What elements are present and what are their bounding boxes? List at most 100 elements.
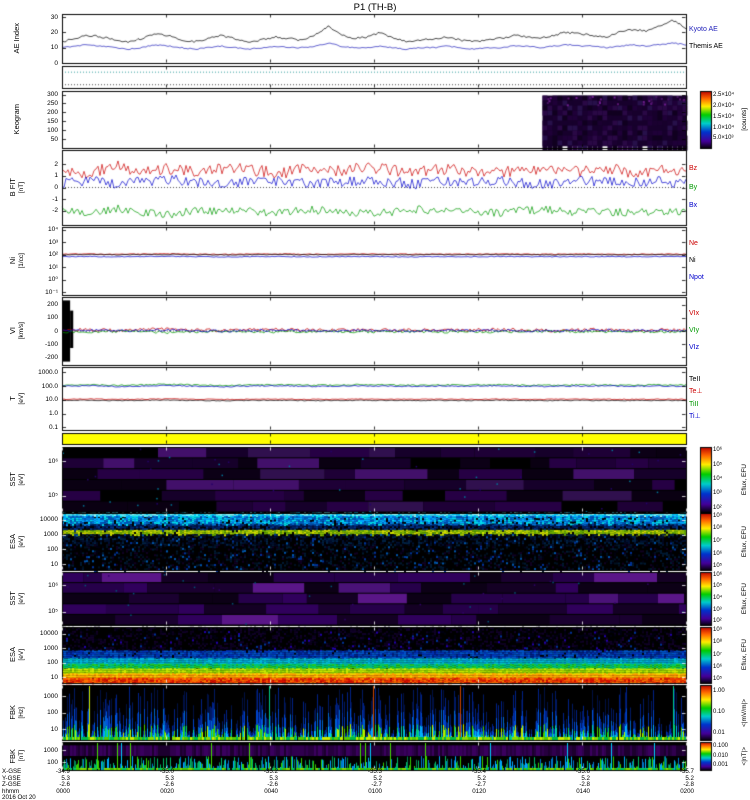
- colorbar-unit-label: Eflux, EFU: [740, 513, 749, 570]
- y-tick-label: 100: [47, 126, 58, 134]
- y-tick-label: 300: [47, 91, 58, 99]
- ephemeris-value: 5.2: [477, 775, 486, 782]
- legend-themis-ae: Themis AE: [689, 42, 723, 50]
- ephemeris-value: 5.2: [685, 775, 694, 782]
- y-tick-label: 200: [47, 301, 58, 309]
- y-tick-label: 1: [54, 172, 58, 180]
- colorbar-unit-label: [counts]: [740, 91, 749, 148]
- ephemeris-row-label-zgse: Z-GSE: [2, 781, 21, 788]
- ylabel-text: T: [7, 396, 17, 401]
- y-tick-label: -100: [44, 340, 58, 348]
- ephemeris-value: 0100: [368, 788, 382, 795]
- y-tick-label: 100: [47, 659, 58, 667]
- y-tick-label: 100: [47, 758, 58, 766]
- legend-npot: Npot: [689, 274, 704, 281]
- colorbar-unit-label: Eflux, EFU: [740, 627, 749, 683]
- colorbar-tick-label: 10³: [713, 606, 722, 613]
- y-tick-label: 100: [47, 709, 58, 716]
- ephemeris-value: 5.3: [61, 775, 70, 782]
- y-tick-label: 100: [47, 545, 58, 553]
- colorbar-unit-label: <|mV/m|>: [740, 685, 749, 740]
- colorbar-unit-text: Eflux, EFU: [741, 463, 748, 496]
- ephemeris-value: 0040: [264, 788, 278, 795]
- ephemeris-row-label-hhmm: hhmm: [2, 788, 20, 795]
- legend-bx: Bx: [689, 202, 698, 210]
- y-tick-label: 10⁻¹: [45, 288, 58, 296]
- y-tick-label: 250: [47, 99, 58, 107]
- legend-te: Te⊥: [689, 388, 703, 396]
- y-tick-label: 10⁶: [48, 457, 58, 465]
- panel-ylabel-fbk: FBK [nT]: [3, 742, 29, 770]
- ylabel-text: B FIT: [7, 178, 17, 197]
- colorbar-tick-label: 10⁵: [713, 676, 723, 683]
- legend-bz: Bz: [689, 164, 698, 172]
- ephemeris-value: -2.7: [371, 781, 382, 788]
- y-tick-label: 10¹: [48, 263, 58, 271]
- colorbar-tick-label: 10⁵: [713, 583, 723, 590]
- y-tick-label: 0: [54, 184, 58, 191]
- ephemeris-value: -35.0: [159, 768, 174, 775]
- colorbar-tick-label: 10⁸: [713, 639, 723, 646]
- panel-ylabel-fbk: FBK [Hz]: [3, 685, 29, 740]
- ylabel-text: FBK: [7, 748, 17, 764]
- colorbar-unit-text: [counts]: [741, 108, 748, 131]
- y-tick-label: 10: [50, 673, 58, 681]
- y-tick-label: 1000: [43, 692, 58, 700]
- ylabel-unit-text: [nT]: [17, 750, 25, 762]
- colorbar-tick-label: 0.01: [713, 729, 725, 736]
- y-tick-label: 100.0: [41, 382, 58, 390]
- y-tick-label: 100: [47, 314, 58, 322]
- ephemeris-row-label-xgse: X-GSE: [2, 768, 22, 775]
- ephemeris-value: 5.3: [165, 775, 174, 782]
- ephemeris-row-label-ygse: Y-GSE: [2, 775, 21, 782]
- colorbar-tick-label: 10⁷: [713, 538, 722, 544]
- ephemeris-value: 0120: [472, 788, 486, 795]
- ephemeris-value: -2.8: [579, 781, 590, 788]
- y-tick-label: 1000: [43, 644, 58, 652]
- legend-viy: VIy: [689, 327, 700, 334]
- colorbar-unit-text: <|mV/m|>: [741, 698, 748, 727]
- y-tick-label: 10⁶: [48, 581, 58, 589]
- ylabel-text: VI: [7, 327, 17, 335]
- colorbar-tick-label: 10²: [713, 504, 722, 511]
- y-tick-label: 10²: [48, 251, 58, 259]
- y-tick-label: 1.0: [48, 410, 58, 418]
- ephemeris-value: 5.2: [581, 775, 590, 782]
- ylabel-unit-text: [eV]: [17, 473, 25, 486]
- y-tick-label: 30: [50, 13, 58, 21]
- y-tick-label: 2: [54, 160, 58, 168]
- colorbar-unit-label: <|nT|>: [740, 742, 749, 770]
- y-tick-label: 10⁰: [48, 276, 58, 284]
- ylabel-unit-text: [nT]: [17, 181, 25, 194]
- colorbar-tick-label: 10⁶: [713, 663, 723, 670]
- y-tick-label: 10000: [39, 630, 58, 638]
- colorbar-unit-text: Eflux, EFU: [741, 582, 748, 615]
- y-tick-label: 10: [50, 725, 58, 733]
- ephemeris-value: 0200: [680, 788, 694, 795]
- y-tick-label: 0: [54, 327, 58, 335]
- colorbar-tick-label: 1.0×10⁴: [713, 124, 735, 131]
- ylabel-unit-text: [Hz]: [17, 706, 25, 719]
- ylabel-text: SST: [7, 472, 17, 487]
- y-tick-label: 1000: [43, 746, 58, 754]
- colorbar-tick-label: 10⁵: [713, 563, 723, 570]
- y-tick-label: -1: [52, 195, 58, 203]
- y-tick-label: 10000: [39, 516, 58, 524]
- y-tick-label: 0: [54, 59, 58, 67]
- panel-ylabel-sst: SST [eV]: [3, 572, 29, 625]
- colorbar-tick-label: 10²: [713, 618, 722, 625]
- colorbar-tick-label: 10⁴: [713, 595, 723, 601]
- ylabel-unit-text: [km/s]: [17, 322, 25, 340]
- ephemeris-value: -2.7: [475, 781, 486, 788]
- panel-ylabel-sst: SST [eV]: [3, 447, 29, 512]
- panel-ylabel-b-fit: B FIT [nT]: [3, 150, 29, 225]
- colorbar-tick-label: 0.100: [713, 742, 729, 749]
- ylabel-text: Ni: [7, 257, 17, 265]
- legend-ti: Ti⊥: [689, 413, 701, 421]
- ephemeris-value: 0140: [576, 788, 590, 795]
- ephemeris-value: -35.6: [575, 768, 590, 775]
- colorbar-tick-label: 0.010: [713, 752, 729, 759]
- colorbar-tick-label: 0.001: [713, 762, 729, 769]
- legend-viz: VIz: [689, 344, 700, 351]
